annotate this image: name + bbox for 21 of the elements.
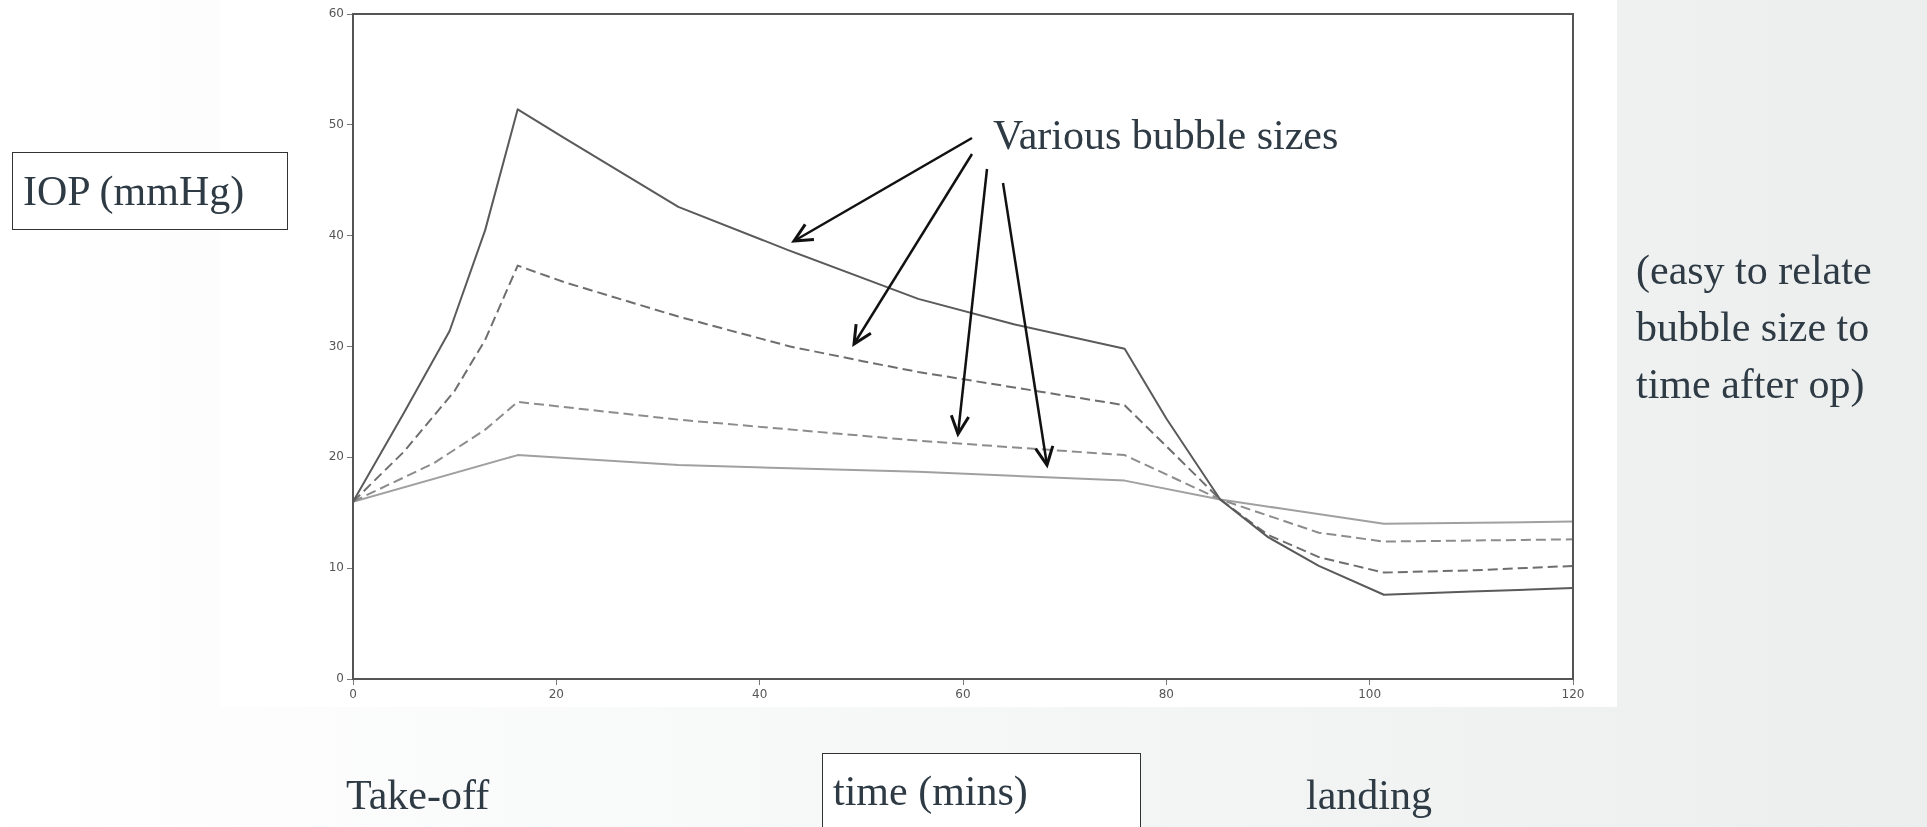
y-tick-label: 40 [328,227,344,242]
y-tick-label: 50 [328,116,344,131]
y-tick-label: 10 [328,560,344,575]
x-tick-label: 0 [349,687,357,702]
x-tick-label: 100 [1358,687,1382,702]
text: landing [1306,771,1432,820]
x-tick-label: 60 [955,687,971,702]
x-tick-label: 120 [1561,687,1585,702]
line-series [353,400,1573,543]
annotation: Various bubble sizes [993,111,1339,160]
y-tick-label: 60 [328,6,344,21]
x-tick-label: 80 [1158,687,1174,702]
line-series [353,264,1573,574]
x-tick-label: 20 [548,687,564,702]
text: (easy to relate bubble size to time after op) [1636,246,1873,409]
y-tick-label: 20 [328,449,344,464]
y-tick-label: 30 [328,338,344,353]
text: IOP (mmHg) [12,152,288,230]
x-tick-label: 40 [752,687,768,702]
y-tick-label: 0 [336,671,344,686]
text: Take-off [346,771,490,820]
